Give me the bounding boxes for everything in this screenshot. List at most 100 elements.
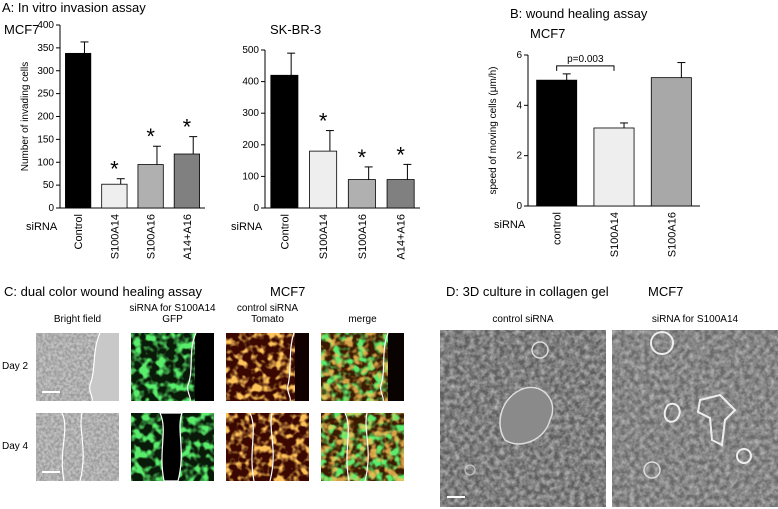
row-label: Day 4 — [2, 441, 29, 452]
y-tick-label: 4 — [516, 100, 522, 111]
significance-marker: * — [319, 109, 328, 134]
chart-title: MCF7 — [4, 22, 39, 37]
panel-title: C: dual color wound healing assay — [4, 284, 203, 299]
cell-cluster — [499, 386, 554, 445]
wound-edge — [286, 332, 295, 402]
micrograph-texture — [36, 413, 119, 481]
column-label: merge — [348, 314, 377, 325]
y-tick-label: 2 — [516, 151, 522, 162]
y-tick-label: 0 — [516, 201, 522, 212]
wound-edge — [249, 412, 274, 482]
y-tick-label: 300 — [242, 108, 259, 119]
x-tick-label: Control — [73, 214, 85, 249]
y-tick-label: 400 — [242, 77, 259, 88]
y-tick-label: 400 — [37, 20, 54, 31]
y-tick-label: 200 — [37, 112, 54, 123]
micrograph-texture — [321, 413, 404, 481]
cell-cluster — [663, 402, 681, 423]
panel-c-images — [36, 332, 404, 482]
significance-marker: * — [358, 145, 367, 170]
x-tick-label: Control — [279, 214, 291, 249]
panel-subtitle: MCF7 — [270, 284, 305, 299]
x-tick-label: S100A16 — [357, 214, 369, 259]
x-tick-label: control — [552, 212, 564, 245]
bracket — [556, 65, 615, 71]
bar — [386, 179, 415, 209]
bar — [347, 179, 376, 209]
column-label: siRNA for S100A14 — [652, 314, 739, 325]
x-tick-label: S100A16 — [666, 212, 678, 257]
panel-d-images — [440, 330, 778, 507]
x-tick-label: S100A14 — [109, 214, 121, 259]
wound-edge — [61, 412, 84, 482]
wound-edge — [344, 412, 369, 482]
wound-area — [195, 333, 214, 401]
bar — [593, 127, 635, 207]
significance-marker: * — [183, 115, 192, 140]
panel-title: D: 3D culture in collagen gel — [446, 284, 609, 299]
bar — [65, 52, 92, 209]
wound-area — [388, 333, 404, 401]
y-tick-label: 0 — [48, 203, 54, 214]
wound-area — [159, 412, 183, 482]
x-tick-label: S100A14 — [609, 212, 621, 257]
cell-cluster — [696, 393, 737, 447]
bar — [650, 77, 692, 207]
x-tick-label: S100A16 — [146, 214, 158, 259]
column-label: control siRNA — [492, 314, 553, 325]
x-tick-label: A14+A16 — [396, 214, 408, 260]
y-tick-label: 350 — [37, 43, 54, 54]
cell-cluster — [531, 341, 549, 359]
micrograph-texture — [226, 413, 309, 481]
panel-title: A: In vitro invasion assay — [2, 0, 146, 15]
y-tick-label: 150 — [37, 134, 54, 145]
column-label: control siRNA — [237, 303, 298, 314]
panel-subtitle: MCF7 — [648, 284, 683, 299]
y-tick-label: 250 — [37, 89, 54, 100]
chart-title: SK-BR-3 — [270, 22, 321, 37]
bar — [309, 150, 338, 209]
significance-marker: * — [146, 124, 155, 149]
y-tick-label: 100 — [37, 157, 54, 168]
bar — [536, 79, 578, 207]
x-axis-label: siRNA — [26, 221, 58, 233]
bar — [270, 74, 299, 209]
significance-marker: * — [396, 142, 405, 167]
x-axis-label: siRNA — [494, 219, 526, 231]
y-tick-label: 6 — [516, 50, 522, 61]
y-tick-label: 0 — [253, 203, 259, 214]
wound-edge — [379, 332, 389, 402]
p-value: p=0.003 — [567, 54, 604, 65]
y-tick-label: 300 — [37, 66, 54, 77]
wound-edge — [186, 332, 197, 402]
column-label: siRNA for S100A14 — [129, 303, 216, 314]
x-axis-label: siRNA — [231, 221, 263, 233]
x-tick-label: S100A14 — [318, 214, 330, 259]
significance-marker: * — [110, 157, 119, 182]
column-label: Tomato — [251, 314, 284, 325]
cell-cluster — [650, 331, 674, 355]
chart-title: MCF7 — [530, 26, 565, 41]
cell-cluster — [736, 448, 752, 464]
wound-edge — [88, 332, 101, 402]
y-tick-label: 100 — [242, 171, 259, 182]
row-label: Day 2 — [2, 361, 29, 372]
bar — [137, 164, 164, 209]
bar — [173, 153, 200, 209]
column-label: Bright field — [54, 314, 101, 325]
x-tick-label: A14+A16 — [182, 214, 194, 260]
bar — [101, 183, 128, 209]
micrograph-texture — [612, 330, 778, 507]
cell-cluster — [464, 464, 476, 476]
y-axis-label: Number of invading cells — [20, 62, 31, 172]
wound-area — [295, 333, 309, 401]
panel-title: B: wound healing assay — [510, 6, 648, 21]
y-tick-label: 500 — [242, 45, 259, 56]
y-tick-label: 50 — [43, 180, 55, 191]
y-axis-label: speed of moving cells (μm/h) — [488, 66, 499, 194]
wound-area — [89, 333, 119, 401]
cell-cluster — [643, 461, 661, 479]
y-tick-label: 200 — [242, 140, 259, 151]
column-label: GFP — [162, 314, 183, 325]
